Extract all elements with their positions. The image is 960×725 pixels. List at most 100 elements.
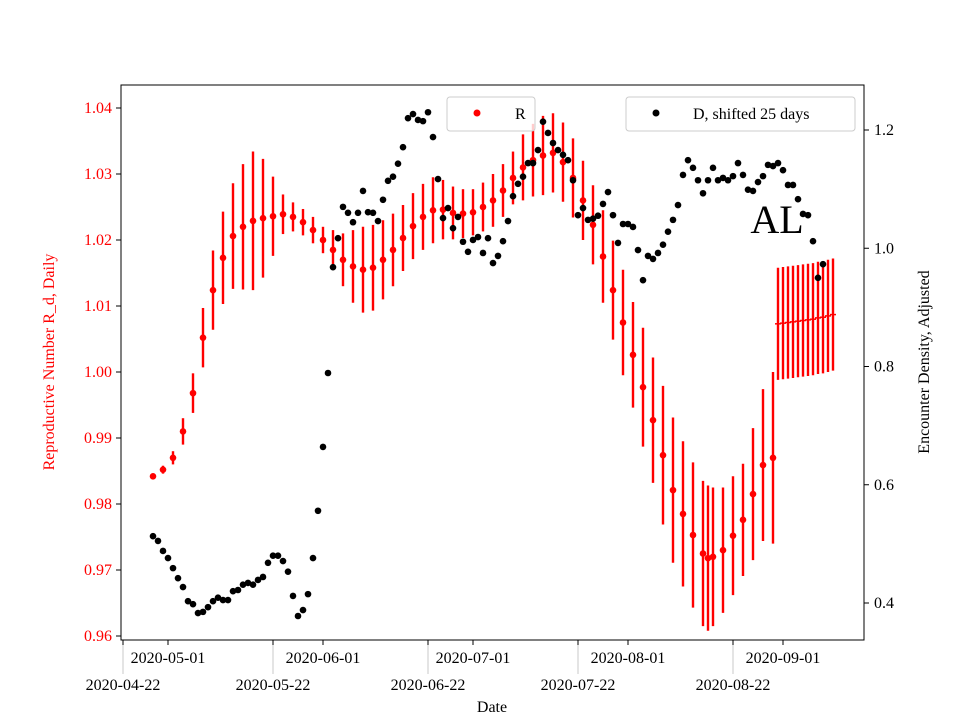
d-point bbox=[504, 217, 512, 225]
r-point bbox=[709, 553, 717, 561]
d-point bbox=[419, 117, 427, 125]
r-point bbox=[599, 253, 607, 260]
y-left-tick-label: 0.97 bbox=[84, 562, 112, 579]
legend-d-marker bbox=[652, 109, 660, 117]
x-axis: 2020-04-22 2020-05-01 2020-05-22 2020-06-01… bbox=[86, 640, 820, 694]
legend-d-label: D, shifted 25 days bbox=[693, 106, 809, 123]
d-point bbox=[409, 110, 417, 118]
d-point bbox=[299, 606, 307, 614]
d-point bbox=[459, 238, 467, 246]
d-point bbox=[594, 212, 602, 220]
d-point bbox=[164, 554, 172, 562]
d-point bbox=[634, 246, 642, 254]
d-point bbox=[654, 249, 662, 257]
y-right-tick-label: 0.4 bbox=[874, 595, 894, 612]
d-point bbox=[699, 189, 707, 197]
r-point bbox=[719, 546, 727, 554]
d-series bbox=[149, 108, 827, 620]
d-point bbox=[294, 612, 302, 620]
d-point bbox=[369, 209, 377, 217]
y-right-tick-label: 0.8 bbox=[874, 359, 894, 376]
d-point bbox=[194, 609, 202, 617]
d-point bbox=[424, 108, 432, 116]
d-point bbox=[474, 233, 482, 241]
r-point bbox=[629, 351, 637, 359]
r-point bbox=[769, 454, 777, 462]
d-point bbox=[479, 249, 487, 257]
y-left-tick-label: 1.04 bbox=[84, 100, 112, 117]
x-tick-label: 2020-04-22 bbox=[86, 677, 161, 694]
r-point bbox=[159, 466, 167, 473]
d-point bbox=[439, 214, 447, 222]
d-point bbox=[244, 579, 252, 587]
d-point bbox=[284, 568, 292, 575]
r-point bbox=[229, 232, 237, 240]
d-point bbox=[544, 129, 552, 137]
y-left-tick-label: 0.98 bbox=[84, 496, 112, 513]
d-point bbox=[569, 176, 577, 184]
d-point bbox=[704, 176, 712, 184]
d-point bbox=[814, 274, 822, 282]
r-point bbox=[589, 221, 597, 229]
d-point bbox=[549, 139, 557, 147]
d-point bbox=[774, 159, 782, 167]
d-point bbox=[429, 133, 437, 141]
r-point bbox=[319, 236, 327, 244]
d-point bbox=[319, 443, 327, 451]
d-point bbox=[349, 218, 357, 226]
r-point bbox=[299, 218, 307, 226]
d-point bbox=[694, 176, 702, 184]
r-point bbox=[349, 263, 357, 270]
d-point bbox=[289, 592, 297, 600]
d-point bbox=[234, 586, 242, 594]
d-point bbox=[269, 552, 277, 559]
y-right-tick-label: 0.6 bbox=[874, 477, 894, 494]
legend-r: R bbox=[446, 96, 536, 132]
d-point bbox=[389, 173, 397, 181]
r-point bbox=[639, 383, 647, 391]
d-point bbox=[334, 234, 342, 242]
d-point bbox=[324, 369, 332, 377]
y-left-tick-label: 1.00 bbox=[84, 364, 112, 381]
r-point bbox=[329, 246, 337, 254]
d-point bbox=[494, 252, 502, 260]
d-point bbox=[224, 596, 232, 604]
d-point bbox=[659, 241, 667, 249]
r-point bbox=[359, 266, 367, 274]
d-point bbox=[614, 239, 622, 247]
d-point bbox=[574, 211, 582, 219]
d-point bbox=[639, 276, 647, 284]
d-point bbox=[769, 162, 777, 170]
y-left-tick-label: 0.99 bbox=[84, 430, 112, 447]
d-point bbox=[304, 590, 312, 598]
d-point bbox=[529, 159, 537, 167]
d-point bbox=[249, 581, 257, 588]
d-point bbox=[274, 552, 282, 559]
d-point bbox=[689, 164, 697, 172]
d-point bbox=[444, 204, 452, 212]
legend-d: D, shifted 25 days bbox=[625, 96, 856, 132]
d-point bbox=[759, 172, 767, 180]
d-point bbox=[669, 216, 677, 224]
d-point bbox=[584, 216, 592, 224]
d-point bbox=[729, 172, 737, 180]
d-point bbox=[524, 159, 532, 167]
y-axis-right: 0.4 0.6 0.8 1.0 1.2 bbox=[864, 122, 894, 612]
d-point bbox=[744, 186, 752, 194]
d-point bbox=[559, 151, 567, 159]
r-point bbox=[749, 490, 757, 498]
y-left-tick-label: 1.02 bbox=[84, 232, 112, 249]
d-point bbox=[279, 557, 287, 565]
d-point bbox=[314, 507, 322, 515]
r-point bbox=[239, 223, 247, 231]
d-point bbox=[794, 195, 802, 203]
d-point bbox=[784, 181, 792, 189]
d-point bbox=[179, 583, 187, 591]
x-tick-label: 2020-08-01 bbox=[591, 650, 666, 667]
x-tick-label: 2020-06-22 bbox=[391, 677, 466, 694]
d-point bbox=[154, 537, 162, 545]
d-point bbox=[199, 608, 207, 616]
y-right-tick-label: 1.2 bbox=[874, 122, 894, 139]
d-point bbox=[799, 210, 807, 218]
r-point bbox=[549, 149, 557, 157]
